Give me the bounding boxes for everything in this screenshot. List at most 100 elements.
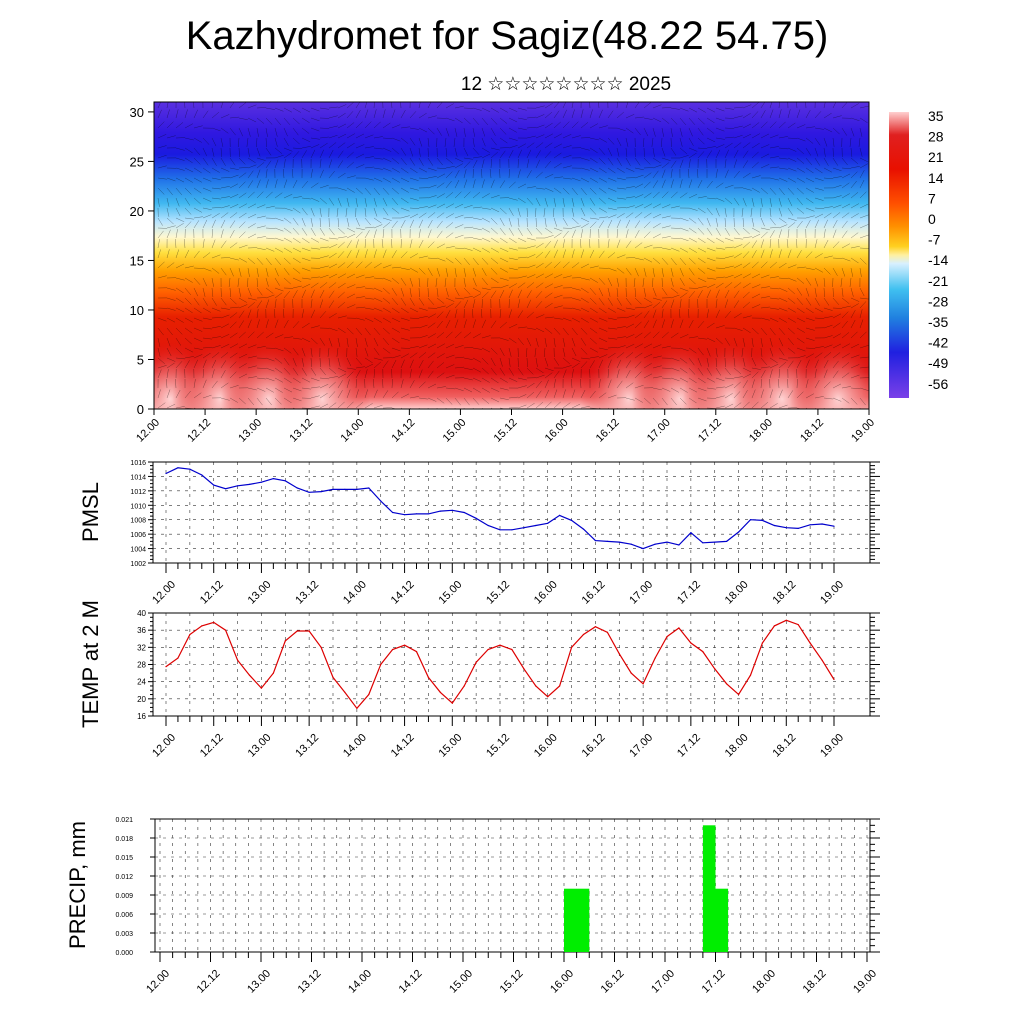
warm-area bbox=[790, 341, 869, 409]
data-point bbox=[296, 630, 298, 632]
y-tick-label: 1008 bbox=[130, 518, 146, 525]
data-point bbox=[451, 509, 453, 511]
data-point bbox=[630, 672, 632, 674]
x-tick-label: 17.12 bbox=[675, 732, 703, 760]
precip-axis-label: PRECIP, mm bbox=[65, 821, 90, 949]
x-tick-label: 19.00 bbox=[849, 417, 877, 445]
data-point bbox=[308, 491, 310, 493]
data-point bbox=[284, 480, 286, 482]
grid bbox=[153, 612, 870, 717]
y-tick-label: 0 bbox=[137, 402, 144, 417]
x-tick-label: 18.00 bbox=[747, 417, 775, 445]
y-tick-label: 5 bbox=[137, 352, 144, 367]
y-tick-label: 20 bbox=[137, 695, 146, 704]
data-point bbox=[320, 646, 322, 648]
data-point bbox=[296, 487, 298, 489]
data-point bbox=[749, 674, 752, 676]
x-tick-label: 15.00 bbox=[441, 417, 469, 445]
y-tick-label: 10 bbox=[130, 303, 144, 318]
data-point bbox=[260, 687, 262, 689]
y-tick-label: 1016 bbox=[130, 460, 146, 467]
data-point bbox=[678, 627, 680, 629]
precip-bar bbox=[702, 825, 716, 952]
x-tick-label: 15.12 bbox=[484, 579, 512, 607]
data-point bbox=[571, 519, 573, 522]
temp-axis-label: TEMP at 2 M bbox=[78, 600, 103, 728]
x-tick-label: 18.00 bbox=[723, 579, 751, 607]
data-point bbox=[320, 491, 322, 493]
x-tick-label: 18.12 bbox=[770, 732, 798, 760]
x-tick-label: 12.12 bbox=[198, 732, 226, 760]
data-point bbox=[392, 648, 394, 651]
data-point bbox=[582, 633, 585, 636]
colorbar-label: 7 bbox=[928, 190, 936, 206]
data-point bbox=[463, 685, 465, 687]
data-point bbox=[177, 657, 179, 659]
surface-warm-areas bbox=[154, 341, 869, 409]
colorbar-label: -14 bbox=[928, 252, 948, 268]
chart-title: Kazhydromet for Sagiz(48.22 54.75) bbox=[185, 14, 829, 58]
data-point bbox=[714, 668, 716, 670]
data-point bbox=[749, 519, 752, 521]
x-tick-label: 15.00 bbox=[436, 732, 464, 760]
data-point bbox=[523, 668, 525, 670]
data-point bbox=[415, 651, 418, 653]
y-tick-label: 25 bbox=[130, 154, 144, 169]
x-tick-label: 18.12 bbox=[798, 417, 826, 445]
data-point bbox=[761, 519, 764, 522]
data-point bbox=[439, 691, 441, 694]
warm-area bbox=[274, 341, 371, 409]
data-point bbox=[189, 633, 191, 636]
data-point bbox=[535, 524, 537, 527]
data-point bbox=[726, 540, 728, 543]
x-tick-label: 13.00 bbox=[246, 579, 274, 607]
x-tick-label: 12.00 bbox=[150, 732, 178, 760]
data-point bbox=[666, 636, 668, 638]
data-point bbox=[165, 666, 167, 668]
data-point bbox=[559, 514, 561, 517]
x-tick-label: 13.00 bbox=[245, 968, 273, 996]
x-tick-label: 19.00 bbox=[818, 579, 846, 607]
colorbar-label: -21 bbox=[928, 273, 948, 289]
x-tick-label: 13.12 bbox=[293, 579, 321, 607]
data-point bbox=[797, 624, 799, 626]
data-point bbox=[797, 527, 799, 530]
data-point bbox=[260, 481, 262, 483]
colorbar-label: 21 bbox=[928, 149, 944, 165]
y-tick-label: 1002 bbox=[130, 561, 146, 568]
data-point bbox=[225, 629, 227, 631]
y-tick-label: 0.003 bbox=[115, 931, 133, 938]
data-point bbox=[475, 517, 477, 519]
data-point bbox=[642, 683, 644, 685]
data-point bbox=[511, 529, 513, 531]
x-tick-label: 12.00 bbox=[134, 417, 162, 445]
x-tick-label: 14.00 bbox=[338, 417, 366, 445]
data-point bbox=[690, 532, 692, 534]
x-tick-label: 17.12 bbox=[675, 579, 703, 607]
x-tick-label: 14.12 bbox=[389, 732, 417, 760]
data-point bbox=[487, 648, 489, 651]
chart-subtitle: 12 ☆☆☆☆☆☆☆☆ 2025 bbox=[460, 74, 672, 95]
data-point bbox=[165, 472, 167, 475]
data-point bbox=[821, 659, 823, 661]
y-tick-label: 0.009 bbox=[115, 893, 133, 900]
data-point bbox=[785, 527, 787, 529]
colorbar-label: -35 bbox=[928, 314, 948, 330]
x-tick-label: 17.00 bbox=[627, 579, 655, 607]
x-tick-label: 16.12 bbox=[580, 732, 608, 760]
data-point bbox=[714, 541, 716, 543]
data-point bbox=[451, 702, 453, 704]
data-point bbox=[415, 513, 418, 515]
colorbar-label: -28 bbox=[928, 293, 948, 309]
x-tick-label: 12.12 bbox=[195, 968, 223, 996]
data-point bbox=[368, 487, 370, 489]
data-point bbox=[499, 529, 501, 531]
data-point bbox=[571, 646, 573, 648]
x-tick-label: 12.12 bbox=[198, 579, 226, 607]
data-point bbox=[594, 626, 597, 628]
data-point bbox=[606, 540, 609, 543]
data-point bbox=[785, 619, 787, 621]
data-point bbox=[833, 525, 835, 527]
colorbar-label: -56 bbox=[928, 376, 948, 392]
data-point bbox=[666, 541, 668, 543]
